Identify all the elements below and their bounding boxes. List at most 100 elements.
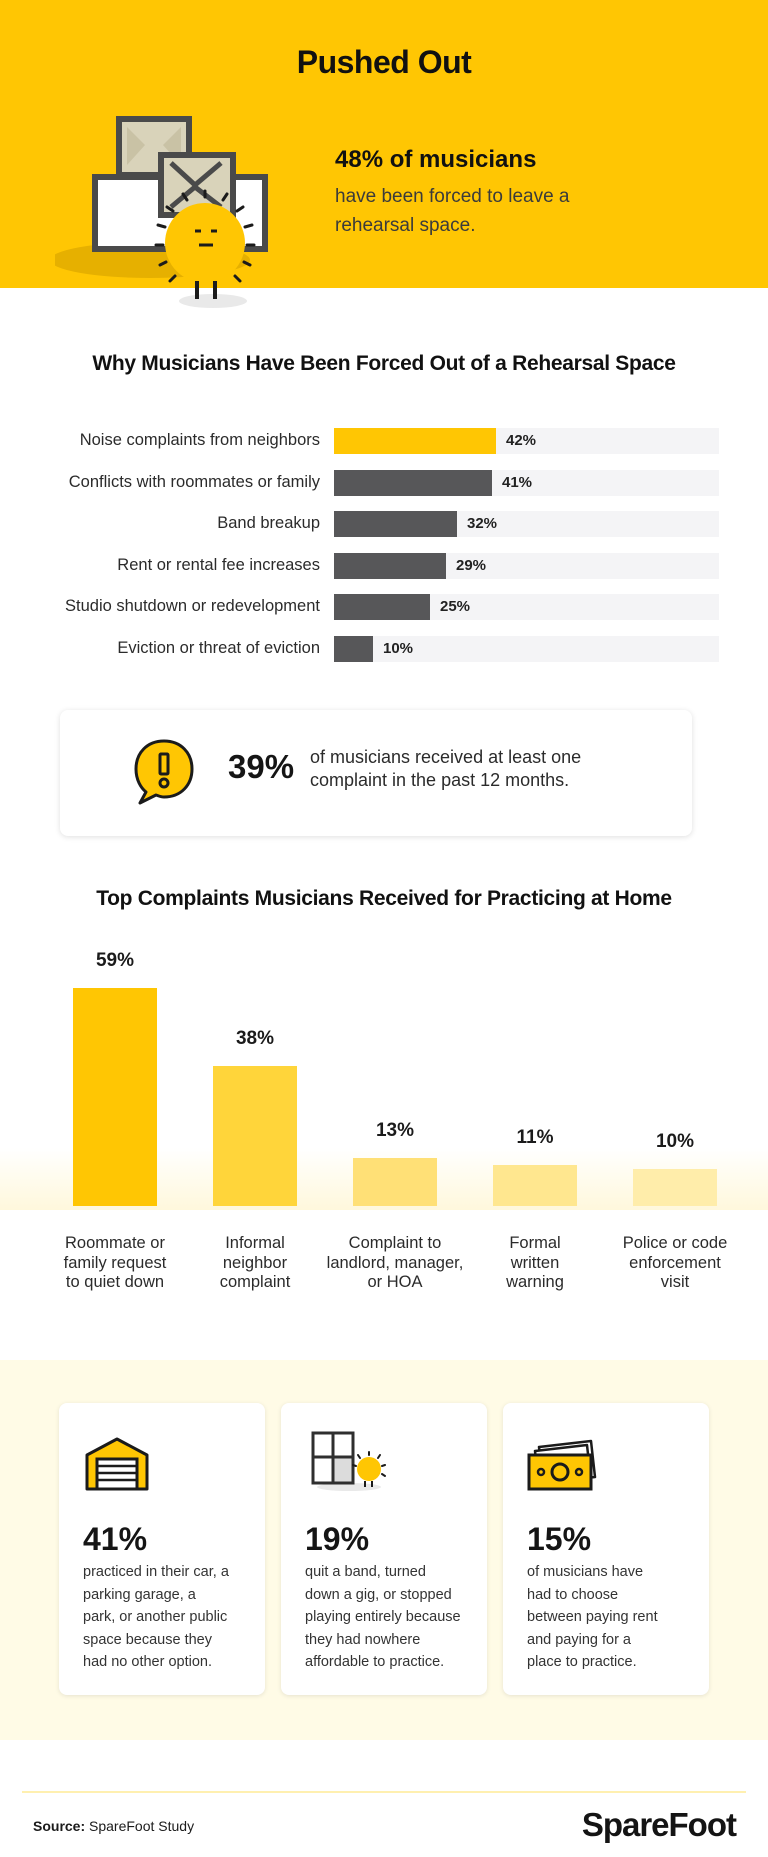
bar-value-label: 42%	[506, 432, 537, 449]
bar	[334, 469, 492, 496]
stat-card-line: they had nowhere	[305, 1631, 421, 1648]
bar-value-label: 41%	[502, 473, 533, 491]
bar-row: Studio shutdown or redevelopment 25%	[0, 594, 768, 620]
column-category-line: Police or code	[622, 1234, 728, 1252]
source-credit: Source: SpareFoot Study	[33, 1818, 194, 1834]
column-category-line: Complaint to	[348, 1234, 442, 1252]
bar	[334, 635, 373, 662]
column-category-line: or HOA	[367, 1273, 423, 1291]
page-title: Pushed Out	[296, 44, 472, 80]
bar	[334, 511, 457, 537]
bar-value-label: 10%	[383, 639, 414, 657]
stat-card-rent-vs-practice: 15% of musicians have had to choose betw…	[503, 1403, 709, 1695]
callout-line-2: complaint in the past 12 months.	[310, 770, 570, 790]
column-category-line: warning	[506, 1273, 564, 1291]
column-category-line: to quiet down	[65, 1273, 165, 1291]
stat-card-line: place to practice.	[527, 1654, 637, 1670]
bar-category-label: Conflicts with roommates or family	[68, 472, 320, 491]
column	[353, 1158, 437, 1206]
bar-row: Rent or rental fee increases 29%	[0, 552, 768, 579]
forced-out-bar-chart: Noise complaints from neighbors 42% Confli…	[0, 428, 768, 668]
column-category-label: Informal neighbor complaint	[185, 1234, 325, 1293]
column	[73, 988, 157, 1206]
bar-category-label: Rent or rental fee increases	[117, 555, 320, 574]
stat-card-text: practiced in their car, a parking garage…	[83, 1561, 253, 1674]
stat-card-line: and paying for a	[527, 1631, 631, 1648]
stat-card-line: playing entirely because	[305, 1609, 461, 1625]
column-category-label: Roommate or family request to quiet down	[45, 1234, 185, 1293]
sparefoot-logo: SpareFoot	[581, 1806, 737, 1843]
column	[633, 1169, 717, 1206]
complaint-callout-card: 39% of musicians received at least one c…	[60, 710, 692, 836]
stat-card-public-space: 41% practiced in their car, a parking ga…	[59, 1403, 265, 1695]
callout-line-1: of musicians received at least one	[310, 747, 582, 767]
stat-card-text: of musicians have had to choose between …	[527, 1561, 697, 1674]
stat-card-line: between paying rent	[527, 1609, 658, 1625]
hero-stat: 48% of musicians have been forced to lea…	[335, 146, 665, 240]
column	[213, 1066, 297, 1206]
bar-category-label: Noise complaints from neighbors	[79, 431, 320, 449]
column-category-line: enforcement	[629, 1253, 721, 1272]
column-category-label: Complaint to landlord, manager, or HOA	[325, 1234, 465, 1293]
column-value-label: 11%	[516, 1127, 554, 1148]
footer-divider	[22, 1791, 746, 1793]
hero-banner: Pushed Out	[0, 0, 768, 308]
bar-track	[334, 635, 719, 662]
bar-category-label: Studio shutdown or redevelopment	[65, 597, 320, 615]
bar-row: Conflicts with roommates or family 41%	[0, 469, 768, 496]
column-category-line: landlord, manager,	[326, 1253, 464, 1272]
column-value-label: 59%	[95, 950, 135, 971]
stat-card-line: down a gig, or stopped	[305, 1586, 452, 1603]
stat-card-percent: 15%	[527, 1521, 592, 1557]
source-text: SpareFoot Study	[85, 1818, 195, 1834]
column-category-line: complaint	[219, 1273, 291, 1291]
stat-card-line: parking garage, a	[83, 1586, 196, 1603]
column-category-line: written	[510, 1253, 560, 1272]
stat-card-line: practiced in their car, a	[83, 1564, 229, 1580]
stat-card-line: space because they	[83, 1631, 212, 1648]
exclamation-speech-bubble-icon	[134, 739, 194, 805]
cash-bills-icon	[527, 1439, 597, 1491]
column-category-line: family request	[63, 1253, 167, 1272]
column-category-line: visit	[660, 1273, 690, 1291]
bar-value-label: 29%	[456, 556, 487, 574]
bar-category-label: Eviction or threat of eviction	[117, 638, 320, 657]
stat-card-quit-band: 19% quit a band, turned down a gig, or s…	[281, 1403, 487, 1695]
bar	[334, 552, 446, 579]
column-value-label: 38%	[235, 1028, 275, 1049]
stat-card-line: affordable to practice.	[305, 1654, 445, 1670]
hero-stat-headline: 48% of musicians	[335, 146, 537, 173]
bar-row: Eviction or threat of eviction 10%	[0, 635, 768, 662]
chart-title-forced-out: Why Musicians Have Been Forced Out of a …	[92, 352, 676, 375]
stat-card-line: park, or another public	[83, 1609, 228, 1625]
boxes-with-mascot-icon	[311, 1431, 386, 1491]
column-category-line: neighbor	[222, 1253, 288, 1272]
bar-value-label: 25%	[440, 598, 471, 615]
column-category-line: Informal	[225, 1234, 285, 1252]
column-value-label: 10%	[655, 1131, 695, 1152]
callout-text: of musicians received at least one compl…	[310, 746, 640, 792]
column-category-label: Police or code enforcement visit	[605, 1234, 745, 1293]
bar	[334, 428, 496, 454]
column-category-line: Formal	[509, 1234, 561, 1252]
column	[493, 1165, 577, 1206]
stat-card-line: had no other option.	[83, 1654, 212, 1670]
column-category-label: Formal written warning	[465, 1234, 605, 1293]
chart-title-complaints: Top Complaints Musicians Received for Pr…	[96, 887, 672, 910]
source-label: Source:	[33, 1818, 86, 1834]
stat-card-line: quit a band, turned	[305, 1564, 426, 1580]
boxes-mascot-illustration	[55, 116, 268, 308]
column-category-line: Roommate or	[65, 1234, 165, 1252]
bar	[334, 594, 430, 620]
stat-card-text: quit a band, turned down a gig, or stopp…	[305, 1561, 475, 1674]
bar-value-label: 32%	[467, 515, 498, 532]
bar-category-label: Band breakup	[217, 514, 320, 532]
column-value-label: 13%	[375, 1120, 415, 1141]
hero-stat-line-2: rehearsal space.	[335, 215, 476, 236]
stat-card-line: had to choose	[527, 1586, 619, 1603]
bar-row: Noise complaints from neighbors 42%	[0, 428, 768, 454]
garage-icon	[85, 1437, 149, 1491]
stat-card-percent: 41%	[83, 1521, 148, 1557]
stat-card-percent: 19%	[305, 1521, 370, 1557]
stat-card-line: of musicians have	[527, 1564, 644, 1580]
